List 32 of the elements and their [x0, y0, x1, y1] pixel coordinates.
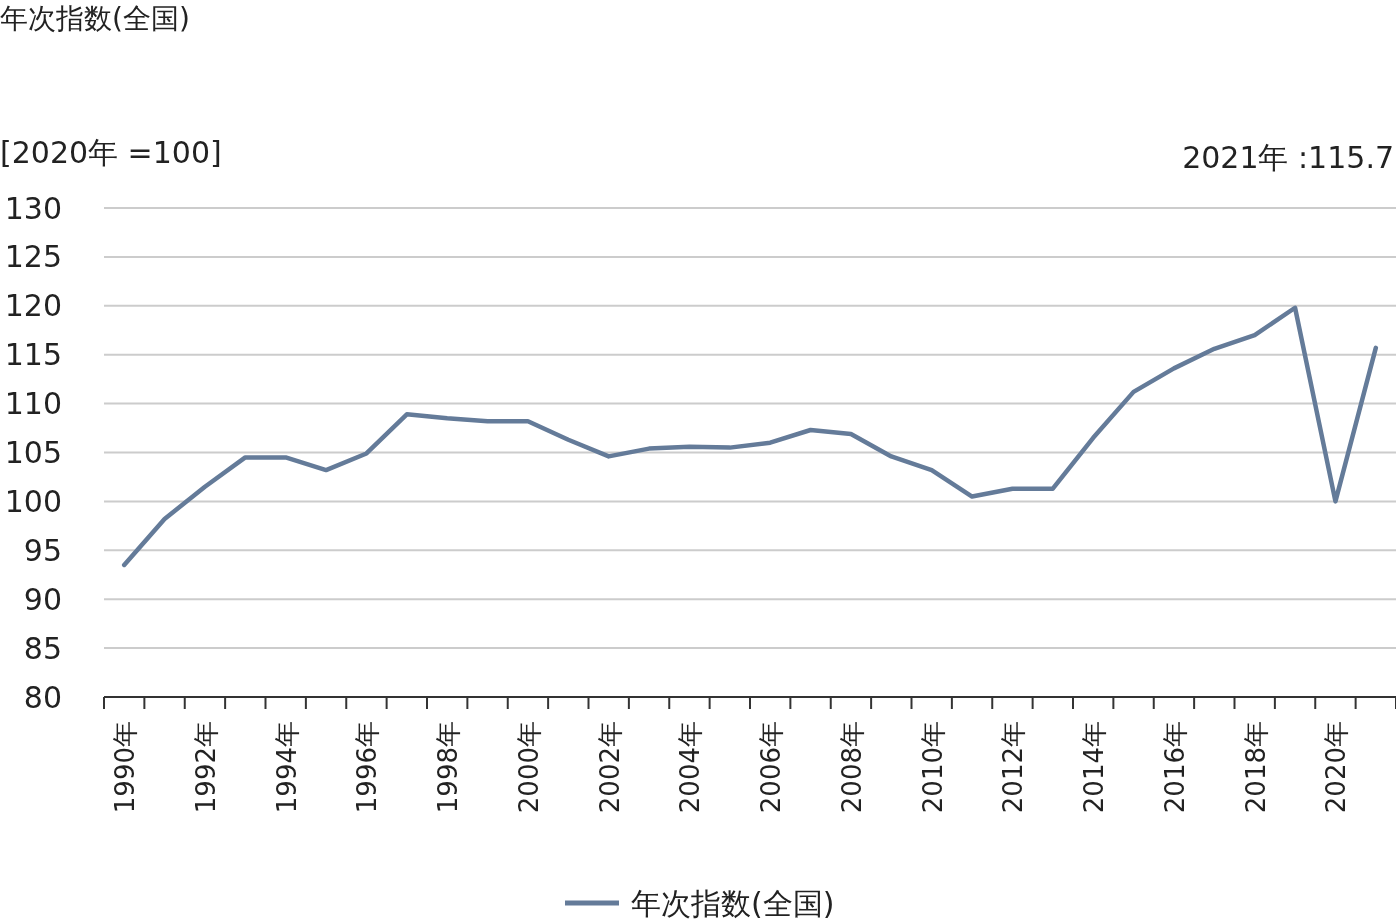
- x-tick-label: 1996年: [352, 721, 383, 814]
- y-tick-label: 95: [23, 532, 62, 568]
- x-tick-label: 2008年: [836, 721, 867, 814]
- y-tick-label: 125: [4, 239, 62, 275]
- y-tick-label: 100: [4, 483, 62, 519]
- x-tick-label: 1992年: [190, 721, 221, 814]
- y-tick-label: 120: [4, 288, 62, 324]
- y-tick-label: 130: [4, 190, 62, 226]
- x-tick-label: 1994年: [271, 721, 302, 814]
- x-tick-label: 2018年: [1240, 721, 1271, 814]
- y-tick-label: 85: [23, 630, 62, 666]
- text: 2021年 :115.7: [1182, 140, 1394, 175]
- y-tick-label: 90: [23, 581, 62, 617]
- y-tick-label: 80: [23, 679, 62, 715]
- x-tick-label: 2004年: [675, 721, 706, 814]
- y-tick-label: 105: [4, 435, 62, 470]
- chart-title: 年次指数(全国): [0, 2, 190, 35]
- x-tick-label: 2000年: [513, 721, 544, 814]
- x-tick-label: 2012年: [998, 721, 1029, 814]
- line-series: [121, 305, 1379, 568]
- text: [2020年 =100]: [0, 135, 222, 170]
- x-tick-label: 2014年: [1079, 721, 1110, 814]
- y-tick-label: 110: [4, 386, 62, 422]
- x-tick-label: 2020年: [1321, 721, 1352, 814]
- x-tick-label: 1990年: [110, 721, 141, 814]
- x-tick-label: 2002年: [594, 721, 625, 814]
- legend-label: 年次指数(全国): [631, 885, 835, 920]
- x-tick-label: 2006年: [756, 721, 787, 814]
- x-tick-label: 1998年: [433, 721, 464, 814]
- y-tick-label: 115: [4, 337, 62, 373]
- x-tick-label: 2010年: [917, 721, 948, 814]
- x-tick-label: 2016年: [1159, 721, 1190, 814]
